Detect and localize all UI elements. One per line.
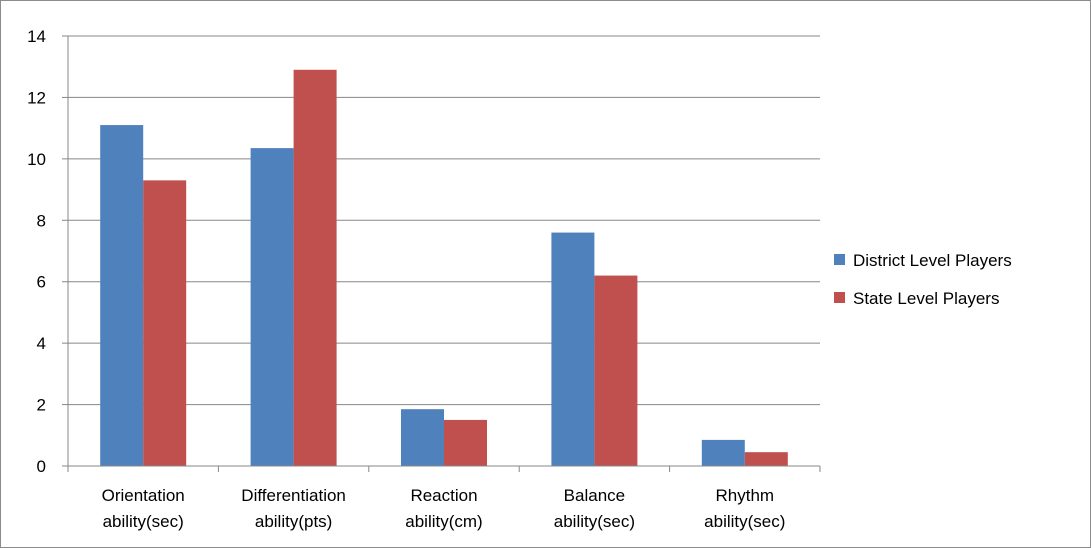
bar xyxy=(293,69,337,467)
x-axis: Orientation ability(sec) Differentiation ab… xyxy=(67,465,821,531)
bars xyxy=(100,69,788,467)
y-tick-label: 0 xyxy=(37,457,46,476)
bar xyxy=(701,439,745,466)
bar xyxy=(744,452,788,466)
legend-label: State Level Players xyxy=(853,289,999,308)
y-tick-label: 4 xyxy=(37,334,46,353)
y-tick-label: 6 xyxy=(37,273,46,292)
x-tick-label: ability(sec) xyxy=(704,512,785,531)
legend: District Level Players State Level Player… xyxy=(834,251,1012,308)
y-tick-label: 10 xyxy=(27,150,46,169)
x-tick-label: Reaction xyxy=(410,486,477,505)
x-tick-label: Balance xyxy=(564,486,625,505)
bar xyxy=(250,148,294,466)
legend-swatch xyxy=(834,292,845,303)
x-tick-label: ability(sec) xyxy=(554,512,635,531)
x-tick-label: Orientation xyxy=(102,486,185,505)
bar xyxy=(401,409,444,466)
y-axis: 0 2 4 6 8 10 12 14 xyxy=(27,27,69,476)
y-tick-label: 2 xyxy=(37,396,46,415)
y-tick-label: 14 xyxy=(27,27,46,46)
x-tick-label: ability(sec) xyxy=(103,512,184,531)
x-tick-label: ability(cm) xyxy=(405,512,482,531)
y-tick-label: 8 xyxy=(37,211,46,230)
y-tick-label: 12 xyxy=(27,88,46,107)
bar xyxy=(594,275,638,466)
x-tick-label: Differentiation xyxy=(241,486,346,505)
bar xyxy=(551,232,595,466)
bar xyxy=(444,419,487,466)
bar xyxy=(143,180,187,466)
x-tick-label: ability(pts) xyxy=(255,512,332,531)
x-tick-label: Rhythm xyxy=(716,486,775,505)
gridlines xyxy=(68,35,820,406)
legend-swatch xyxy=(834,254,845,265)
bar xyxy=(100,125,144,467)
legend-label: District Level Players xyxy=(853,251,1012,270)
